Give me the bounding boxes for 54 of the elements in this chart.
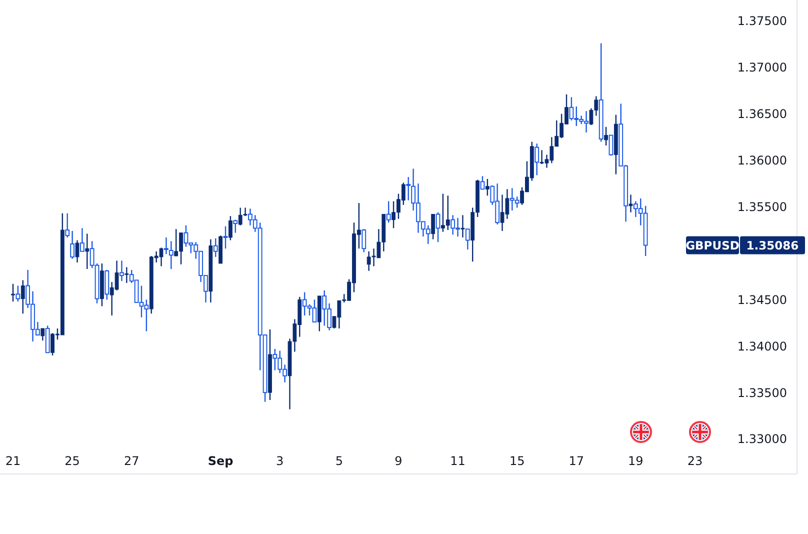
y-tick-label: 1.35500 — [737, 200, 787, 214]
x-tick-label: 23 — [687, 454, 703, 468]
candlestick — [628, 194, 633, 213]
candlestick — [436, 212, 440, 243]
x-tick-label: Sep — [208, 454, 234, 468]
y-tick-label: 1.36500 — [737, 107, 787, 122]
x-tick-label: 17 — [568, 454, 584, 468]
x-tick-label: 25 — [64, 454, 80, 468]
candlestick — [104, 269, 110, 300]
x-tick-label: 3 — [276, 454, 284, 468]
candlestick — [11, 283, 15, 302]
y-tick-label: 1.37000 — [737, 60, 787, 75]
candlestick — [85, 233, 90, 270]
candlestick — [164, 236, 168, 255]
candlestick — [386, 200, 391, 224]
candlestick — [362, 228, 366, 253]
candlestick — [465, 228, 470, 250]
x-tick-label: 19 — [628, 454, 644, 468]
y-tick-label: 1.36000 — [737, 154, 787, 168]
candlestick — [20, 280, 25, 314]
x-tick-label: 11 — [450, 454, 466, 468]
y-tick-label: 1.33500 — [737, 386, 787, 400]
x-tick-label: 9 — [394, 454, 402, 468]
candlestick — [431, 214, 436, 240]
text: 1.35086 — [746, 238, 799, 252]
candlestick — [70, 230, 75, 260]
candlestick — [608, 134, 614, 156]
x-tick-label: 27 — [124, 454, 140, 468]
candlestick — [406, 176, 411, 201]
candlestick — [485, 178, 490, 196]
candlestick — [233, 219, 238, 234]
candlestick — [604, 126, 608, 146]
y-tick-label: 1.34000 — [737, 339, 787, 354]
x-tick-label: 21 — [5, 454, 21, 468]
candlestick — [40, 328, 45, 342]
x-tick-label: 5 — [335, 454, 343, 468]
candlestick — [75, 240, 80, 264]
candlestick — [168, 240, 174, 270]
candlestick — [65, 212, 70, 238]
y-tick-label: 1.33000 — [737, 432, 787, 446]
candlestick — [460, 214, 465, 238]
annotation: GBPUSD — [686, 238, 740, 252]
candlestick — [16, 285, 20, 302]
candlestick — [80, 228, 84, 252]
y-tick-label: 1.34500 — [737, 292, 787, 307]
candlestick — [480, 176, 485, 190]
candlestick — [124, 266, 129, 284]
candlestick — [213, 238, 218, 258]
candlestick — [228, 215, 232, 241]
candlestick — [223, 226, 228, 250]
candlestick — [534, 143, 540, 176]
x-tick-label: 15 — [509, 454, 525, 468]
y-tick-label: 1.37500 — [737, 14, 787, 28]
candlestick — [120, 260, 124, 282]
